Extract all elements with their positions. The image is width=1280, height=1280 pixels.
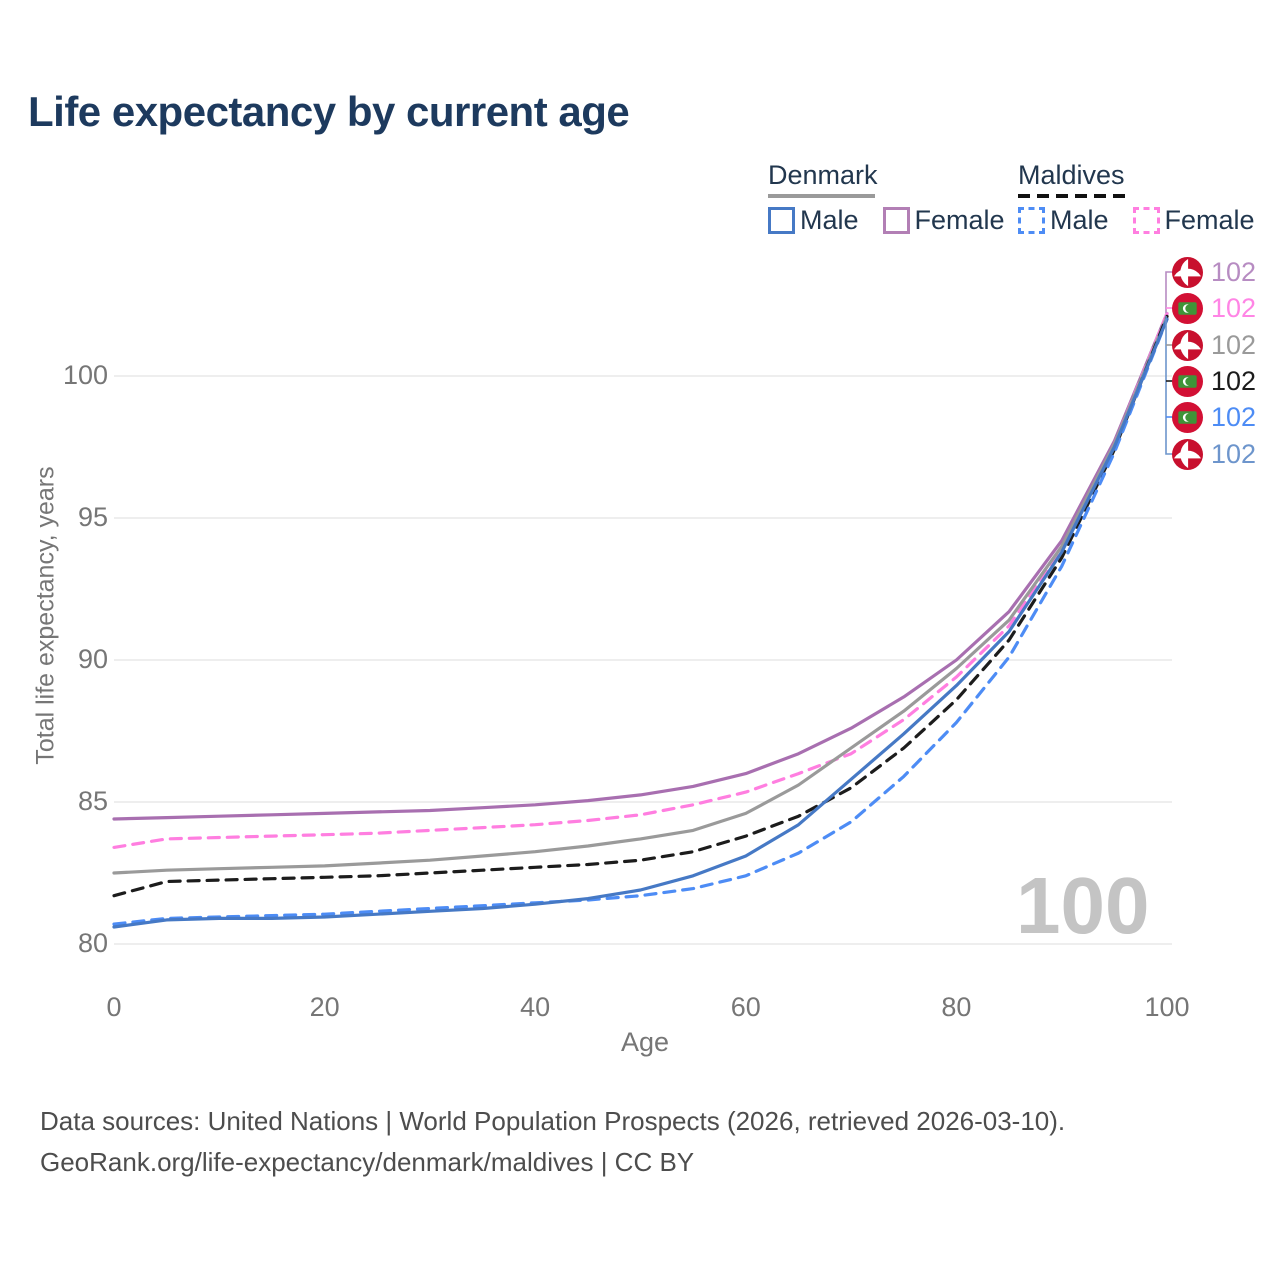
line-chart-plot (112, 271, 1173, 945)
maldives-flag-icon (1172, 365, 1203, 397)
series-line-maldives[interactable] (112, 314, 1169, 898)
series-line-denmark[interactable] (112, 314, 1169, 875)
denmark-male-swatch-icon (768, 207, 795, 234)
legend-item-denmark-male[interactable]: Male (768, 205, 859, 236)
y-tick-90: 90 (77, 644, 108, 674)
maldives-female-swatch-icon (1132, 207, 1160, 234)
legend-label-denmark-female: Female (914, 205, 1005, 235)
denmark-flag-icon (1172, 256, 1203, 288)
end-value: 102 (1211, 401, 1257, 432)
legend-label-maldives-male: Male (1050, 205, 1109, 235)
legend-item-denmark-female[interactable]: Female (882, 205, 1005, 236)
legend-group-maldives: Maldives Male Female (1018, 160, 1255, 236)
series-line-denmark-female[interactable] (112, 311, 1169, 821)
maldives-male-swatch-icon (1018, 207, 1045, 234)
y-tick-100: 100 (62, 360, 108, 390)
maldives-flag-icon (1172, 292, 1203, 324)
x-tick-40: 40 (520, 992, 551, 1022)
end-value: 102 (1211, 365, 1257, 396)
chart-title: Life expectancy by current age (28, 88, 630, 135)
end-value: 102 (1211, 292, 1257, 323)
legend-item-maldives-male[interactable]: Male (1018, 205, 1109, 236)
end-label-maldives[interactable]: 102 (1172, 364, 1256, 398)
end-label-denmark-female[interactable]: 102 (1172, 255, 1256, 289)
end-label-denmark-male[interactable]: 102 (1172, 437, 1256, 471)
end-label-maldives-female[interactable]: 102 (1172, 291, 1256, 325)
legend-country-maldives[interactable]: Maldives (1018, 160, 1125, 190)
denmark-female-swatch-icon (882, 207, 910, 234)
hover-age-watermark: 100 (1016, 861, 1150, 950)
series-line-maldives-male[interactable] (112, 317, 1169, 926)
x-tick-60: 60 (730, 992, 761, 1022)
x-axis-title: Age (620, 1027, 670, 1057)
x-tick-20: 20 (309, 992, 340, 1022)
legend-label-denmark-male: Male (800, 205, 859, 235)
legend-denmark-line-swatch (768, 194, 875, 198)
y-tick-80: 80 (77, 928, 108, 958)
legend-group-denmark: Denmark Male Female (768, 160, 1005, 236)
legend-country-denmark[interactable]: Denmark (768, 160, 878, 190)
denmark-flag-icon (1172, 329, 1203, 361)
end-value: 102 (1211, 256, 1257, 287)
y-tick-85: 85 (77, 786, 108, 816)
x-tick-80: 80 (941, 992, 972, 1022)
legend-item-maldives-female[interactable]: Female (1132, 205, 1255, 236)
x-tick-100: 100 (1144, 992, 1190, 1022)
end-value: 102 (1211, 329, 1257, 360)
footer-data-sources: Data sources: United Nations | World Pop… (40, 1106, 1066, 1136)
end-label-maldives-male[interactable]: 102 (1172, 400, 1256, 434)
y-axis-title: Total life expectancy, years (31, 466, 60, 765)
footer-attribution-link[interactable]: GeoRank.org/life-expectancy/denmark/mald… (40, 1147, 695, 1177)
maldives-flag-icon (1172, 401, 1203, 433)
legend-maldives-line-swatch (1018, 194, 1125, 198)
legend-label-maldives-female: Female (1164, 205, 1255, 235)
x-tick-0: 0 (106, 992, 122, 1022)
end-value: 102 (1211, 438, 1257, 469)
leader-line-blue (1165, 316, 1173, 455)
leader-line-purple (1165, 271, 1173, 313)
y-tick-95: 95 (77, 502, 108, 532)
series-line-denmark-male[interactable] (112, 317, 1169, 929)
denmark-flag-icon (1172, 438, 1203, 470)
series-line-maldives-female[interactable] (112, 311, 1169, 849)
end-label-denmark[interactable]: 102 (1172, 328, 1256, 362)
